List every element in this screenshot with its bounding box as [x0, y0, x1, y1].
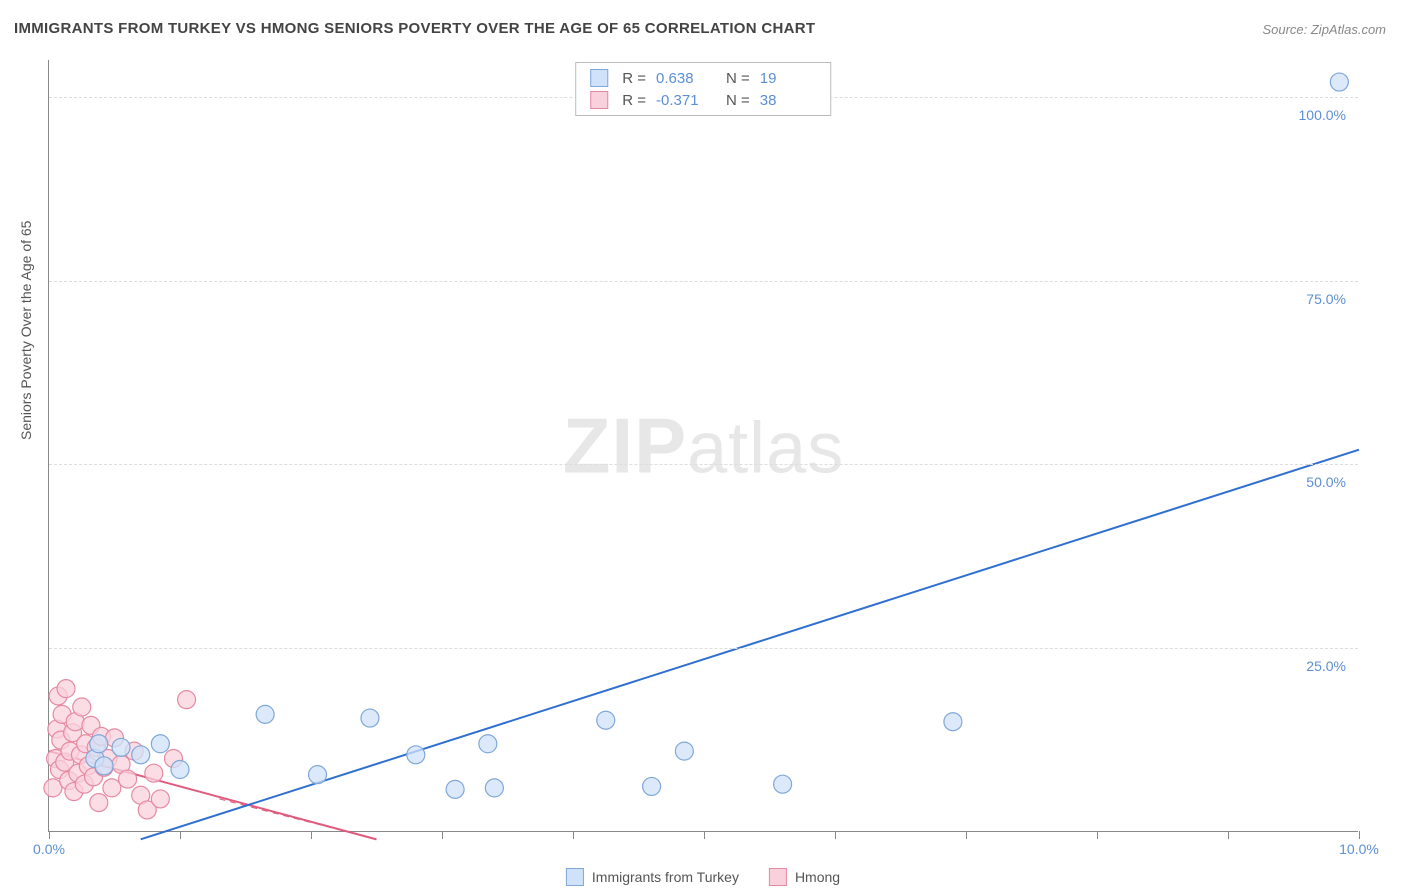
x-tick [1359, 831, 1360, 839]
n-label: N = [726, 70, 750, 87]
grid-line [49, 281, 1358, 282]
x-tick [311, 831, 312, 839]
data-point [774, 775, 792, 793]
legend-row: R = -0.371 N = 38 [576, 89, 830, 111]
y-tick-label: 50.0% [1306, 474, 1346, 490]
x-tick [1097, 831, 1098, 839]
r-label: R = [622, 92, 646, 109]
x-tick [966, 831, 967, 839]
x-tick-label: 10.0% [1339, 841, 1379, 857]
data-point [1330, 73, 1348, 91]
legend-label: Hmong [795, 869, 840, 885]
n-value: 38 [760, 92, 816, 109]
x-tick [835, 831, 836, 839]
data-point [112, 738, 130, 756]
data-point [256, 705, 274, 723]
x-tick [573, 831, 574, 839]
grid-line [49, 464, 1358, 465]
x-tick [704, 831, 705, 839]
legend-item: Hmong [769, 868, 840, 886]
data-point [361, 709, 379, 727]
legend-swatch [769, 868, 787, 886]
r-value: 0.638 [656, 70, 712, 87]
correlation-legend: R = 0.638 N = 19 R = -0.371 N = 38 [575, 62, 831, 116]
correlation-chart: IMMIGRANTS FROM TURKEY VS HMONG SENIORS … [0, 0, 1406, 892]
y-tick-label: 100.0% [1299, 107, 1346, 123]
n-value: 19 [760, 70, 816, 87]
trend-line-ext [219, 799, 376, 839]
x-tick [1228, 831, 1229, 839]
data-point [675, 742, 693, 760]
data-point [73, 698, 91, 716]
grid-line [49, 648, 1358, 649]
source-label: Source: ZipAtlas.com [1262, 22, 1386, 37]
data-point [479, 735, 497, 753]
legend-swatch [590, 69, 608, 87]
data-point [944, 713, 962, 731]
x-tick [442, 831, 443, 839]
legend-swatch [566, 868, 584, 886]
data-point [103, 779, 121, 797]
r-value: -0.371 [656, 92, 712, 109]
plot-svg [49, 60, 1358, 831]
y-axis-label: Seniors Poverty Over the Age of 65 [18, 221, 34, 440]
data-point [407, 746, 425, 764]
data-point [90, 794, 108, 812]
data-point [151, 790, 169, 808]
legend-row: R = 0.638 N = 19 [576, 67, 830, 89]
n-label: N = [726, 92, 750, 109]
legend-label: Immigrants from Turkey [592, 869, 739, 885]
data-point [57, 680, 75, 698]
data-point [309, 766, 327, 784]
y-tick-label: 75.0% [1306, 291, 1346, 307]
data-point [145, 764, 163, 782]
data-point [485, 779, 503, 797]
data-point [90, 735, 108, 753]
data-point [597, 711, 615, 729]
r-label: R = [622, 70, 646, 87]
legend-item: Immigrants from Turkey [566, 868, 739, 886]
legend-swatch [590, 91, 608, 109]
data-point [171, 761, 189, 779]
data-point [446, 780, 464, 798]
x-tick [180, 831, 181, 839]
series-legend: Immigrants from Turkey Hmong [566, 868, 840, 886]
y-tick-label: 25.0% [1306, 658, 1346, 674]
x-tick [49, 831, 50, 839]
data-point [95, 757, 113, 775]
x-tick-label: 0.0% [33, 841, 65, 857]
plot-area: ZIPatlas 25.0%50.0%75.0%100.0%0.0%10.0% [48, 60, 1358, 832]
data-point [119, 770, 137, 788]
data-point [643, 777, 661, 795]
data-point [178, 691, 196, 709]
data-point [132, 746, 150, 764]
chart-title: IMMIGRANTS FROM TURKEY VS HMONG SENIORS … [14, 20, 815, 37]
data-point [151, 735, 169, 753]
